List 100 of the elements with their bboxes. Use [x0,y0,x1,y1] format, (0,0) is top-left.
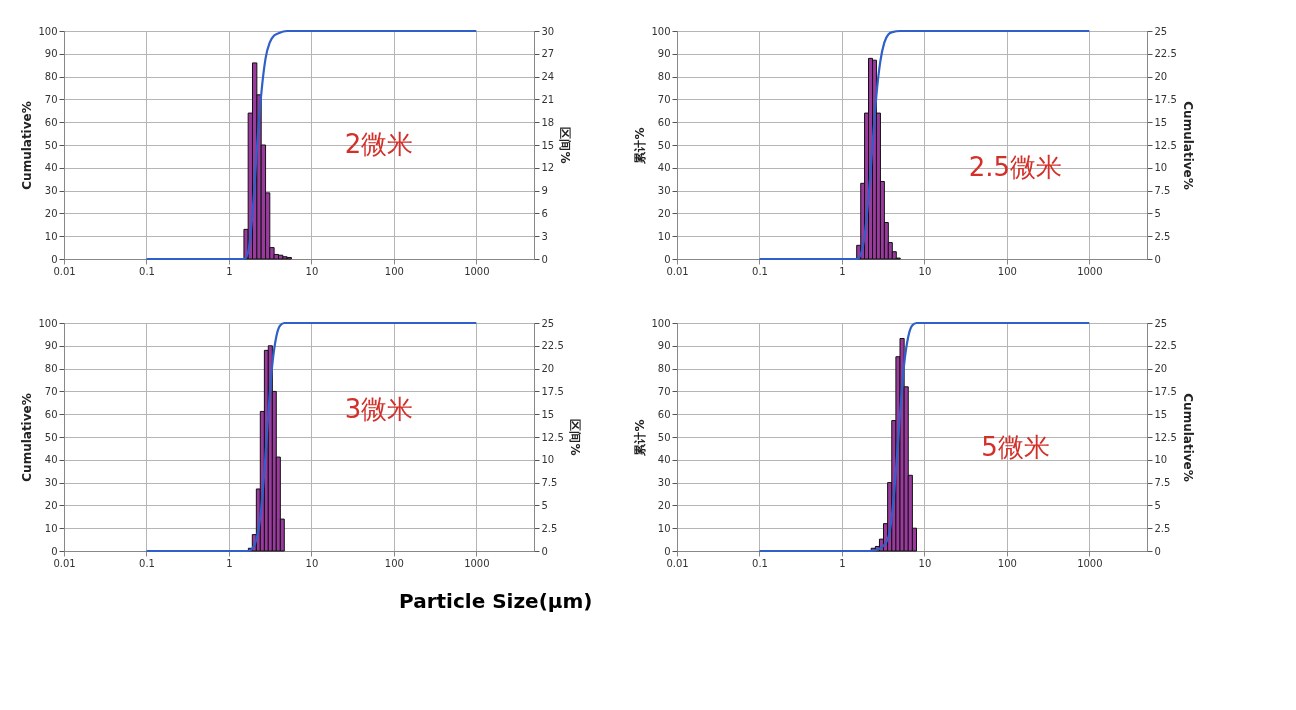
y-tick-label: 40 [44,454,58,466]
y2-tick-label: 0 [541,545,548,557]
y2-tick-label: 7.5 [1154,477,1171,489]
y-tick-label: 60 [44,116,58,128]
y2-tick-label: 5 [541,499,548,511]
y-tick-label: 10 [44,230,58,242]
y-tick-label: 10 [44,522,58,534]
y-tick-label: 70 [657,385,671,397]
y2-tick-label: 18 [541,116,555,128]
y2-tick-label: 20 [1154,363,1168,375]
x-tick-label: 1000 [1077,557,1103,569]
y2-tick-label: 24 [541,71,555,83]
x-tick-label: 100 [384,557,404,569]
annotation: 5微米 [981,432,1050,463]
y2-tick-label: 25 [1154,317,1168,329]
y-axis-title: 累计% [633,127,648,165]
x-axis-title: Particle Size(μm) [399,588,593,613]
y-tick-label: 30 [657,185,671,197]
y2-tick-label: 2.5 [1154,230,1171,242]
y2-tick-label: 2.5 [1154,522,1171,534]
y-tick-label: 30 [44,185,58,197]
y2-tick-label: 2.5 [541,522,558,534]
y-tick-label: 40 [657,162,671,174]
annotation: 3微米 [344,393,414,424]
y-tick-label: 20 [44,207,58,219]
y2-tick-label: 12.5 [1154,431,1177,443]
y2-axis-title: Cumulative% [1180,393,1195,482]
x-tick-label: 10 [918,557,932,569]
y-tick-label: 20 [44,499,58,511]
y-tick-label: 100 [651,317,671,329]
y-tick-label: 50 [657,431,671,443]
x-tick-label: 1 [226,265,233,277]
annotation: 2微米 [344,129,414,159]
y2-tick-label: 15 [541,408,555,420]
y2-tick-label: 22.5 [541,340,564,352]
y-tick-label: 10 [657,522,671,534]
y-tick-label: 60 [657,116,671,128]
y2-axis-title: 区间% [558,127,573,164]
y-tick-label: 80 [44,71,58,83]
x-tick-label: 0.01 [53,265,76,277]
x-tick-label: 10 [305,557,319,569]
y-tick-label: 20 [657,499,671,511]
y-tick-label: 40 [657,454,671,466]
y2-tick-label: 5 [1154,207,1161,219]
x-tick-label: 1000 [464,265,490,277]
y2-tick-label: 15 [1154,116,1168,128]
y-tick-label: 90 [44,48,58,60]
y-tick-label: 90 [657,48,671,60]
x-tick-label: 0.1 [752,265,768,277]
y2-tick-label: 25 [541,317,555,329]
y-tick-label: 100 [651,25,671,37]
y-tick-label: 30 [657,477,671,489]
x-tick-label: 10 [918,265,932,277]
y2-tick-label: 12 [541,162,555,174]
y-tick-label: 60 [44,408,58,420]
x-tick-label: 0.01 [666,265,689,277]
y-axis-title: Cumulative% [20,393,35,482]
y-tick-label: 20 [657,207,671,219]
y2-tick-label: 3 [541,230,548,242]
x-tick-label: 1000 [464,557,490,569]
x-tick-label: 0.1 [752,557,768,569]
y-tick-label: 50 [44,139,58,151]
y2-tick-label: 7.5 [541,477,558,489]
y-tick-label: 90 [657,340,671,352]
y-tick-label: 0 [51,545,58,557]
y-tick-label: 100 [38,317,58,329]
y2-tick-label: 0 [1154,545,1161,557]
x-tick-label: 0.01 [53,557,76,569]
y2-tick-label: 5 [1154,499,1161,511]
y-tick-label: 0 [664,545,671,557]
y2-tick-label: 9 [541,185,548,197]
y2-tick-label: 15 [541,139,555,151]
y-tick-label: 50 [44,431,58,443]
x-tick-label: 0.01 [666,557,689,569]
y2-tick-label: 15 [1154,408,1168,420]
x-tick-label: 10 [305,265,319,277]
y-tick-label: 70 [657,93,671,105]
y-tick-label: 10 [657,230,671,242]
y2-tick-label: 21 [541,93,555,105]
y2-tick-label: 10 [1154,162,1168,174]
y2-tick-label: 27 [541,48,555,60]
y-tick-label: 90 [44,340,58,352]
y2-tick-label: 17.5 [1154,93,1177,105]
y2-axis-title: 区间% [567,419,582,456]
y2-tick-label: 0 [1154,253,1161,265]
y2-tick-label: 7.5 [1154,185,1171,197]
y-tick-label: 70 [44,385,58,397]
y2-tick-label: 0 [541,253,548,265]
y2-tick-label: 10 [541,454,555,466]
y-tick-label: 50 [657,139,671,151]
y2-tick-label: 20 [1154,71,1168,83]
y-tick-label: 70 [44,93,58,105]
y2-tick-label: 17.5 [1154,385,1177,397]
x-tick-label: 1 [839,557,846,569]
y-tick-label: 100 [38,25,58,37]
y-tick-label: 30 [44,477,58,489]
y-tick-label: 80 [657,363,671,375]
y2-tick-label: 10 [1154,454,1168,466]
y2-tick-label: 6 [541,207,548,219]
y2-tick-label: 22.5 [1154,340,1177,352]
